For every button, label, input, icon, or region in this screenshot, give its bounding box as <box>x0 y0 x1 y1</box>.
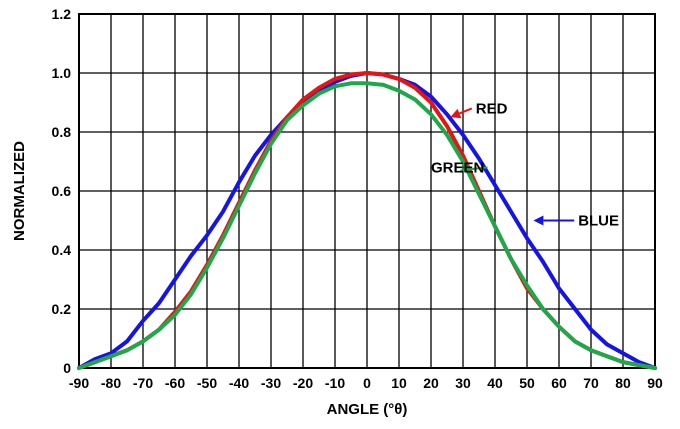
x-tick-label: -90 <box>69 375 89 391</box>
annotation-label-blue: BLUE <box>578 213 619 230</box>
x-tick-label: 70 <box>583 375 599 391</box>
x-tick-label: -20 <box>293 375 313 391</box>
x-tick-label: -40 <box>229 375 249 391</box>
x-tick-label: -80 <box>101 375 121 391</box>
x-tick-label: 60 <box>551 375 567 391</box>
annotation-label-green: GREEN <box>431 159 484 176</box>
x-axis-title: ANGLE (°θ) <box>327 401 408 418</box>
grid-lines <box>78 13 656 369</box>
y-tick-label: 0.4 <box>52 242 72 258</box>
x-tick-label: -30 <box>261 375 281 391</box>
x-tick-label: 0 <box>363 375 371 391</box>
y-tick-label: 0.2 <box>52 301 72 317</box>
annotation-arrow-line <box>459 107 473 115</box>
y-tick-label: 0.8 <box>52 124 72 140</box>
series-line-green <box>77 81 657 370</box>
annotation-layer: RED GREEN BLUE <box>431 100 619 229</box>
x-tick-labels: -90 -80 -70 -60 -50 -40 -30 -20 -10 0 10 20 30 40 50 60… <box>69 375 663 391</box>
x-tick-label: 50 <box>519 375 535 391</box>
series-layer <box>77 71 657 370</box>
annotation-arrow-head <box>533 215 544 226</box>
annotation-arrow-head <box>450 108 462 119</box>
x-tick-label: -50 <box>197 375 217 391</box>
x-tick-label: -10 <box>325 375 345 391</box>
x-tick-label: 20 <box>423 375 439 391</box>
annotation-arrow-head <box>459 164 471 175</box>
x-tick-label: 10 <box>391 375 407 391</box>
y-tick-label: 0 <box>63 360 71 376</box>
plot-frame <box>78 13 656 369</box>
x-tick-label: -70 <box>133 375 153 391</box>
y-tick-label: 1.2 <box>52 6 72 22</box>
annotation-arrow-line <box>469 166 488 171</box>
x-tick-label: -60 <box>165 375 185 391</box>
y-tick-label: 0.6 <box>52 183 72 199</box>
x-tick-label: 80 <box>615 375 631 391</box>
annotation-label-red: RED <box>476 100 508 117</box>
y-tick-label: 1.0 <box>52 65 72 81</box>
y-axis-title: NORMALIZED <box>11 141 28 241</box>
y-tick-labels: 0 0.2 0.4 0.6 0.8 1.0 1.2 <box>52 6 72 376</box>
x-tick-label: 30 <box>455 375 471 391</box>
x-tick-label: 40 <box>487 375 503 391</box>
x-tick-label: 90 <box>647 375 663 391</box>
